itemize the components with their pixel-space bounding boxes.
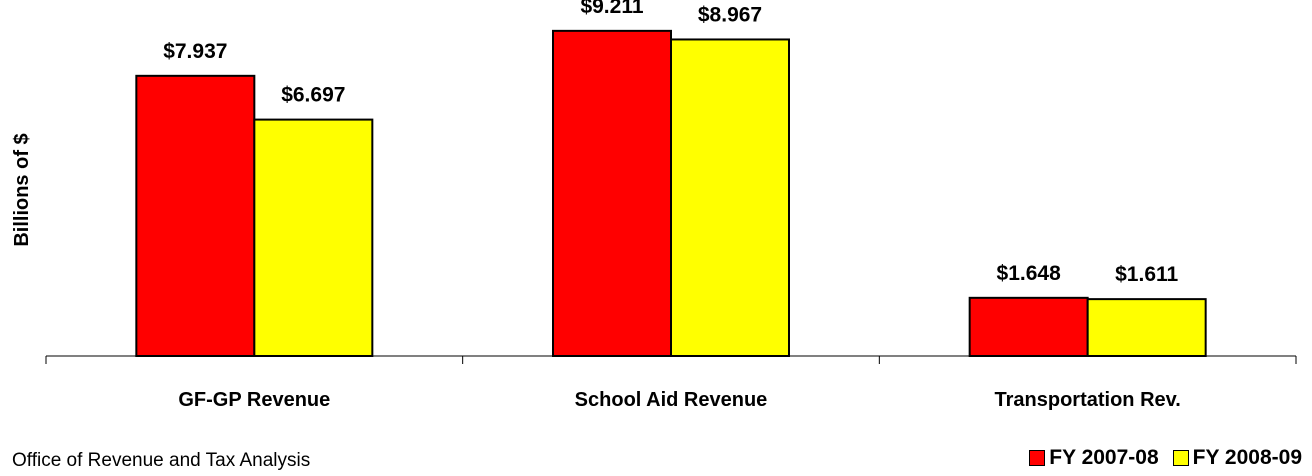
- data-label-2-1: $1.611: [1115, 263, 1178, 286]
- legend-swatch-0: [1029, 450, 1046, 466]
- legend-label-0: FY 2007-08: [1049, 446, 1159, 469]
- bar-0-0: [135, 74, 256, 357]
- legend-item-0: FY 2007-08: [1029, 446, 1159, 470]
- category-label-0: GF-GP Revenue: [178, 389, 330, 411]
- bar-1-0: [552, 29, 672, 357]
- bars-layer: [135, 29, 1207, 358]
- y-axis-title: Billions of $: [11, 133, 33, 246]
- legend-item-1: FY 2008-09: [1172, 446, 1302, 470]
- data-labels-layer: $7.937 $6.697 $9.211 $8.967 $1.648 $1.611: [163, 0, 1178, 286]
- x-axis: GF-GP Revenue School Aid Revenue Transport…: [45, 355, 1297, 411]
- source-note: Office of Revenue and Tax Analysis: [12, 450, 311, 471]
- legend: FY 2007-08 FY 2008-09: [1015, 446, 1302, 470]
- data-label-2-0: $1.648: [997, 262, 1062, 285]
- data-label-0-0: $7.937: [163, 40, 227, 63]
- bar-2-0: [968, 296, 1089, 357]
- category-label-1: School Aid Revenue: [575, 389, 768, 411]
- bar-1-1: [670, 38, 790, 357]
- data-label-1-0: $9.211: [580, 0, 643, 18]
- bar-chart: $7.937 $6.697 $9.211 $8.967 $1.648 $1.611 GF-…: [11, 0, 1297, 411]
- legend-swatch-1: [1172, 450, 1189, 466]
- legend-label-1: FY 2008-09: [1192, 446, 1302, 469]
- bar-2-1: [1086, 298, 1207, 358]
- category-label-2: Transportation Rev.: [995, 389, 1181, 411]
- bar-0-1: [253, 118, 374, 357]
- data-label-0-1: $6.697: [281, 84, 345, 107]
- data-label-1-1: $8.967: [698, 3, 762, 26]
